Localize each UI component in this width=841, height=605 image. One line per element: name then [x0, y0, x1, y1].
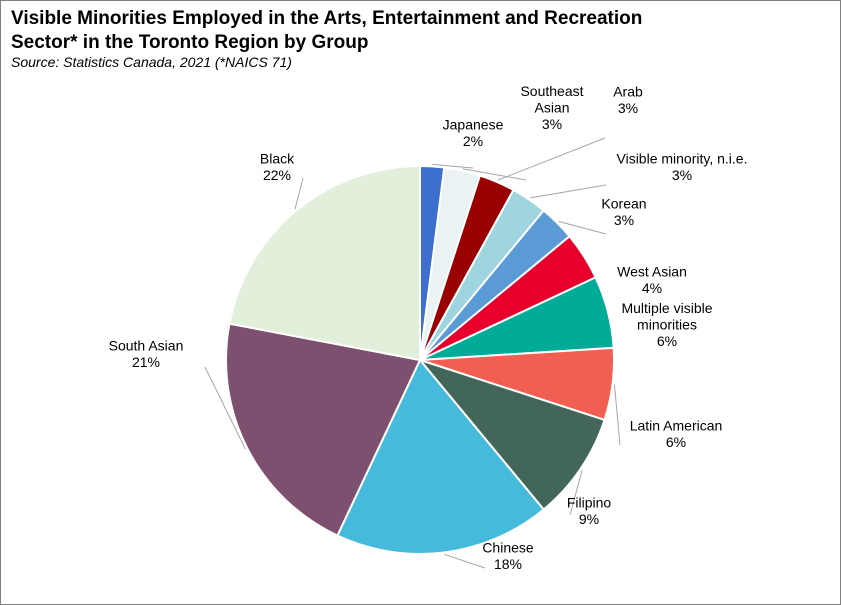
leader-line-arab	[497, 137, 606, 181]
chart-subtitle: Source: Statistics Canada, 2021 (*NAICS …	[11, 54, 292, 70]
slice-label-japanese: Japanese 2%	[443, 117, 504, 150]
leader-lines	[204, 137, 621, 569]
leader-line-filipino	[569, 470, 583, 516]
leader-line-black	[294, 177, 304, 210]
slice-label-chinese: Chinese 18%	[482, 540, 534, 573]
slice-label-latin-american: Latin American 6%	[630, 418, 723, 451]
slice-label-black: Black 22%	[260, 151, 295, 184]
slice-label-multiple-visible-minorities: Multiple visible minorities 6%	[621, 300, 712, 349]
slice-label-southeast-asian: Southeast Asian 3%	[520, 83, 583, 132]
leader-line-southeast-asian	[462, 168, 527, 181]
pie-slices	[225, 164, 615, 555]
slice-label-arab: Arab 3%	[613, 84, 643, 117]
leader-line-latin-american	[613, 384, 621, 446]
leader-line-visible-minority-n-i-e	[530, 184, 607, 199]
pie-slice-black	[228, 164, 421, 362]
leader-line-japanese	[432, 163, 474, 169]
slice-label-south-asian: South Asian 21%	[109, 338, 184, 371]
leader-line-south-asian	[204, 366, 246, 450]
slice-label-filipino: Filipino 9%	[567, 495, 612, 528]
slice-label-korean: Korean 3%	[601, 196, 646, 229]
slice-label-visible-minority-n-i-e: Visible minority, n.i.e. 3%	[617, 151, 748, 184]
pie-slice-south-asian	[225, 322, 422, 537]
slice-labels: Japanese 2% Southeast Asian 3% Arab 3% Visible …	[109, 83, 748, 572]
slice-label-west-asian: West Asian 4%	[617, 264, 687, 297]
pie-slice-chinese	[336, 358, 546, 555]
chart-title: Visible Minorities Employed in the Arts,…	[11, 8, 643, 53]
leader-line-korean	[558, 220, 607, 235]
pie-slice-filipino	[417, 357, 606, 511]
leader-line-chinese	[444, 553, 486, 569]
